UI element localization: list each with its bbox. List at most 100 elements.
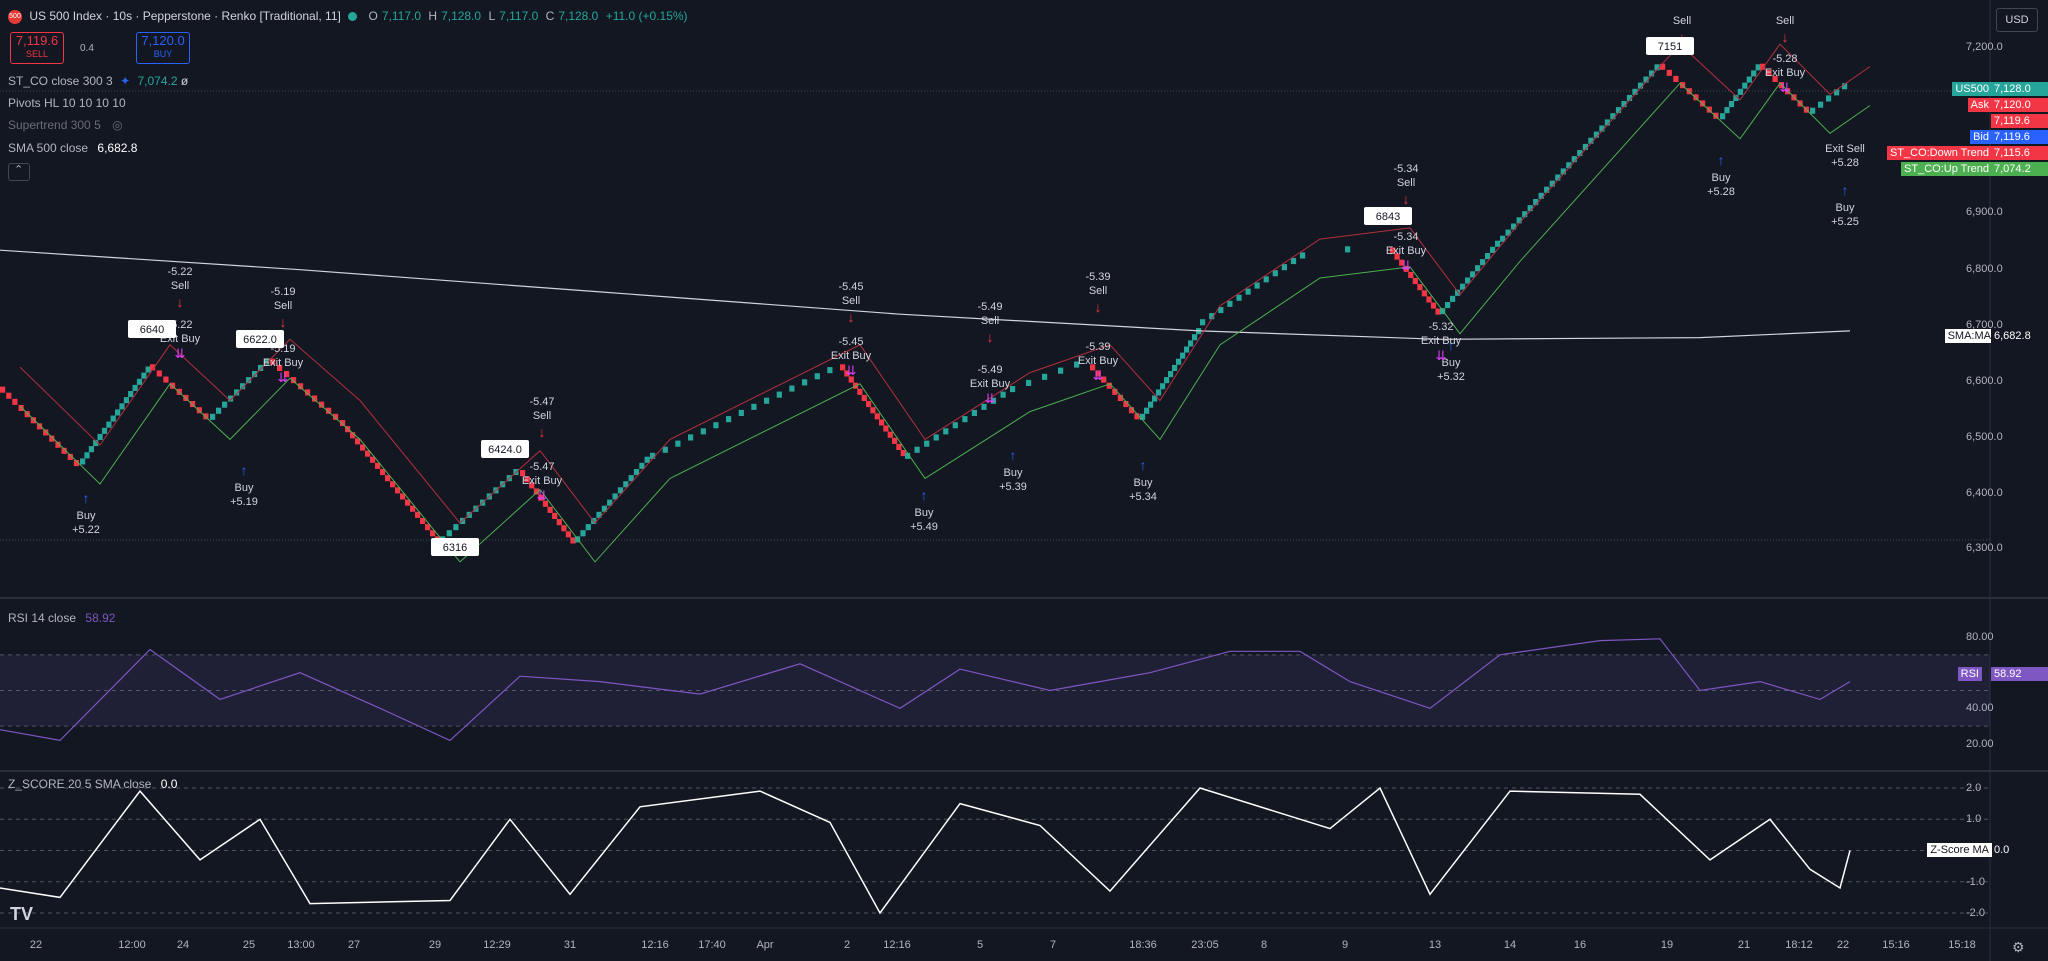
renko-brick: [150, 364, 156, 371]
indicator-sma[interactable]: SMA 500 close 6,682.8: [8, 140, 137, 156]
renko-brick: [1649, 70, 1655, 77]
supertrend-up-line: [19, 82, 1871, 563]
renko-brick: [887, 431, 893, 438]
buy-arrow-icon: ↑: [241, 462, 248, 478]
renko-brick: [1074, 361, 1080, 368]
renko-brick: [628, 475, 634, 482]
time-tick: 12:16: [883, 939, 911, 951]
renko-brick: [1737, 88, 1743, 95]
currency-select[interactable]: USD: [1996, 8, 2038, 32]
renko-brick: [1408, 271, 1414, 278]
price-tick: 6,800.0: [1966, 263, 2003, 275]
renko-brick: [141, 372, 147, 379]
renko-brick: [556, 519, 562, 526]
open-value: 7,117.0: [381, 9, 422, 23]
renko-brick: [1399, 259, 1405, 266]
renko-brick: [370, 456, 376, 463]
renko-brick: [1134, 413, 1140, 420]
time-tick: 13:00: [287, 939, 315, 951]
renko-brick: [1455, 289, 1461, 296]
pivot-box: [236, 330, 284, 348]
renko-brick: [700, 428, 706, 435]
symbol-header[interactable]: 500 US 500 Index · 10s · Pepperstone · R…: [8, 8, 688, 24]
renko-brick: [1826, 95, 1832, 102]
renko-brick: [1290, 258, 1297, 265]
settings-icon[interactable]: ✦: [120, 74, 131, 88]
renko-brick: [570, 537, 576, 544]
renko-brick: [110, 415, 116, 422]
price-tick: 6,600.0: [1966, 375, 2003, 387]
time-tick: 9: [1341, 939, 1349, 951]
indicator-pivots[interactable]: Pivots HL 10 10 10 10: [8, 95, 126, 111]
close-value: 7,128.0: [558, 9, 599, 23]
renko-brick: [1643, 76, 1649, 83]
renko-brick: [914, 446, 920, 453]
price-tick: 6,700.0: [1966, 319, 2003, 331]
eye-hidden-icon[interactable]: ◎: [112, 118, 123, 132]
renko-brick: [400, 493, 406, 500]
renko-brick: [1818, 101, 1824, 108]
pivot-box: [481, 440, 529, 458]
renko-brick: [1176, 358, 1182, 365]
buy-arrow-icon: ↑: [1010, 447, 1017, 463]
buy-signal-value: +5.19: [230, 496, 258, 508]
exit-buy-label: Exit Buy: [263, 357, 304, 369]
renko-brick: [1417, 284, 1423, 291]
chevron-up-icon: ⌃: [14, 164, 24, 176]
symbol-title[interactable]: US 500 Index · 10s · Pepperstone · Renko…: [29, 9, 341, 23]
time-tick: Apr: [756, 939, 774, 951]
renko-brick: [1106, 382, 1112, 389]
renko-brick: [662, 446, 668, 453]
indicator-name: Z_SCORE 20 5 SMA close: [8, 777, 152, 791]
time-tick: 31: [563, 939, 577, 951]
renko-brick: [1421, 290, 1427, 297]
indicator-name: SMA 500 close: [8, 141, 89, 155]
renko-brick: [874, 413, 880, 420]
zscore-tick: 2.0: [1966, 782, 1982, 794]
renko-brick: [80, 458, 86, 465]
sell-arrow-icon: ↓: [539, 424, 546, 440]
renko-brick: [547, 506, 553, 513]
change-value: +11.0 (+0.15%): [605, 9, 688, 23]
renko-brick: [1766, 69, 1772, 76]
renko-brick: [1751, 70, 1757, 77]
price-label-value: 7,119.6: [1991, 114, 2048, 128]
renko-brick: [1615, 107, 1622, 114]
tradingview-logo-icon[interactable]: TV: [10, 904, 34, 924]
renko-brick: [365, 450, 371, 457]
renko-brick: [270, 358, 276, 365]
sell-arrow-icon: ↓: [1403, 191, 1410, 207]
renko-brick: [1101, 376, 1107, 383]
collapse-legend-button[interactable]: ⌃: [8, 163, 30, 181]
zscore-legend[interactable]: Z_SCORE 20 5 SMA close 0.0: [8, 776, 177, 792]
time-tick: 22: [29, 939, 43, 951]
exit-buy-label: Exit Buy: [1765, 67, 1806, 79]
renko-brick: [1000, 391, 1006, 398]
sell-button[interactable]: 7,119.6 SELL: [10, 32, 64, 64]
renko-brick: [1026, 379, 1032, 386]
renko-brick: [1209, 313, 1215, 320]
exit-buy-value: -5.39: [1085, 341, 1110, 353]
rsi-legend[interactable]: RSI 14 close 58.92: [8, 610, 115, 626]
renko-brick: [145, 366, 151, 373]
supertrend-down-line: [19, 43, 1871, 524]
indicator-st-co[interactable]: ST_CO close 300 3 ✦ 7,074.2 ø: [8, 73, 188, 89]
renko-brick: [1577, 150, 1583, 157]
time-tick: 7: [1049, 939, 1057, 951]
renko-brick: [896, 443, 902, 450]
buy-signal-label: Buy: [1004, 467, 1023, 479]
renko-brick: [726, 416, 732, 423]
exit-buy-label: Exit Buy: [1078, 355, 1119, 367]
indicator-supertrend[interactable]: Supertrend 300 5 ◎: [8, 117, 123, 133]
price-label-name: ST_CO:Down Trend: [1886, 146, 1992, 160]
time-tick: 12:16: [641, 939, 669, 951]
settings-gear-icon[interactable]: ⚙: [2012, 939, 2025, 955]
exit-sell-label: Exit Sell: [1825, 143, 1865, 155]
rsi-tick: 20.00: [1966, 738, 1994, 750]
symbol-logo-icon: 500: [8, 9, 22, 24]
renko-brick: [1403, 265, 1409, 272]
renko-brick: [93, 440, 99, 447]
buy-button[interactable]: 7,120.0 BUY: [136, 32, 190, 64]
buy-arrow-icon: ↑: [1448, 337, 1455, 353]
